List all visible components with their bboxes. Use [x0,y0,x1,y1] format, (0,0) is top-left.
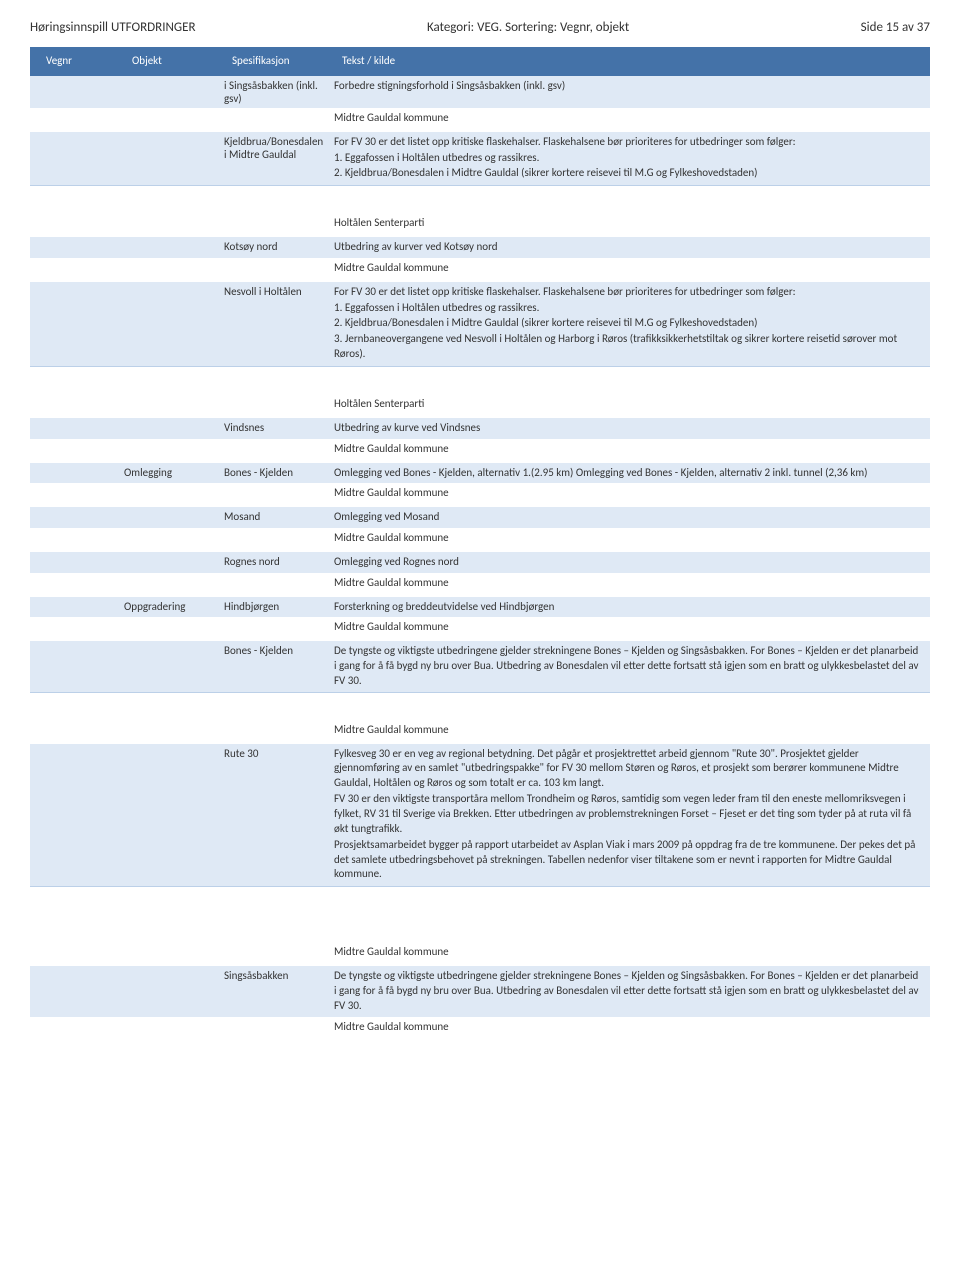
page-header: Høringsinnspill UTFORDRINGER Kategori: V… [30,20,930,35]
spacer [30,914,930,942]
source-row: Midtre Gauldal kommune [30,573,930,597]
spacer [30,366,930,394]
source-cell: Midtre Gauldal kommune [330,528,930,552]
table-row: Vindsnes Utbedring av kurve ved Vindsnes [30,418,930,439]
source-cell: Midtre Gauldal kommune [330,108,930,132]
source-cell: Midtre Gauldal kommune [330,483,930,507]
spec-cell: Rognes nord [220,552,330,573]
source-row: Holtålen Senterparti [30,213,930,237]
header-left: Høringsinnspill UTFORDRINGER [30,20,196,35]
text-cell: Forsterkning og breddeutvidelse ved Hind… [330,597,930,618]
header-right: Side 15 av 37 [861,20,930,35]
document-page: Høringsinnspill UTFORDRINGER Kategori: V… [0,0,960,1060]
text-cell: Utbedring av kurver ved Kotsøy nord [330,237,930,258]
table-row: Kotsøy nord Utbedring av kurver ved Kots… [30,237,930,258]
table-row: Omlegging Bones - Kjelden Omlegging ved … [30,463,930,484]
text-cell: Omlegging ved Mosand [330,507,930,528]
source-row: Midtre Gauldal kommune [30,108,930,132]
text-cell: De tyngste og viktigste utbedringene gje… [330,966,930,1017]
table-row: Bones - Kjelden De tyngste og viktigste … [30,641,930,692]
spacer [30,886,930,914]
table-row: Mosand Omlegging ved Mosand [30,507,930,528]
header-mid: Kategori: VEG. Sortering: Vegnr, objekt [427,20,629,35]
table-row: Oppgradering Hindbjørgen Forsterkning og… [30,597,930,618]
spec-cell: Nesvoll i Holtålen [220,282,330,366]
source-row: Midtre Gauldal kommune [30,483,930,507]
source-cell: Midtre Gauldal kommune [330,439,930,463]
source-cell: Midtre Gauldal kommune [330,942,930,966]
source-cell: Midtre Gauldal kommune [330,258,930,282]
table-row: Singsåsbakken De tyngste og viktigste ut… [30,966,930,1017]
spec-cell: Bones - Kjelden [220,463,330,484]
spec-cell: Mosand [220,507,330,528]
text-cell: For FV 30 er det listet opp kritiske fla… [330,132,930,186]
spec-cell: Rute 30 [220,744,330,887]
source-row: Midtre Gauldal kommune [30,258,930,282]
table-row: Rognes nord Omlegging ved Rognes nord [30,552,930,573]
source-row: Midtre Gauldal kommune [30,942,930,966]
spec-cell: Kjeldbrua/Bonesdalen i Midtre Gauldal [220,132,330,186]
source-cell: Midtre Gauldal kommune [330,617,930,641]
text-cell: Forbedre stigningsforhold i Singsåsbakke… [330,76,930,108]
col-spesifikasjon: Spesifikasjon [228,51,338,72]
text-cell: Omlegging ved Rognes nord [330,552,930,573]
spec-cell: Hindbjørgen [220,597,330,618]
table-row: Nesvoll i Holtålen For FV 30 er det list… [30,282,930,366]
text-cell: Omlegging ved Bones - Kjelden, alternati… [330,463,930,484]
source-row: Midtre Gauldal kommune [30,720,930,744]
spec-cell: Vindsnes [220,418,330,439]
source-cell: Midtre Gauldal kommune [330,573,930,597]
source-row: Midtre Gauldal kommune [30,439,930,463]
text-cell: For FV 30 er det listet opp kritiske fla… [330,282,930,366]
col-vegnr: Vegnr [38,51,128,72]
spec-cell: Kotsøy nord [220,237,330,258]
text-cell: Fylkesveg 30 er en veg av regional betyd… [330,744,930,887]
spacer [30,185,930,213]
spec-cell: i Singsåsbakken (inkl. gsv) [220,76,330,108]
source-row: Midtre Gauldal kommune [30,617,930,641]
table-row: Rute 30 Fylkesveg 30 er en veg av region… [30,744,930,887]
table-row: i Singsåsbakken (inkl. gsv) Forbedre sti… [30,76,930,108]
source-row: Holtålen Senterparti [30,394,930,418]
objekt-cell: Omlegging [120,463,220,484]
objekt-cell: Oppgradering [120,597,220,618]
spec-cell: Bones - Kjelden [220,641,330,692]
table-header: Vegnr Objekt Spesifikasjon Tekst / kilde [30,47,930,76]
table-row: Kjeldbrua/Bonesdalen i Midtre Gauldal Fo… [30,132,930,186]
source-cell: Midtre Gauldal kommune [330,1017,930,1041]
source-cell: Midtre Gauldal kommune [330,720,930,744]
col-objekt: Objekt [128,51,228,72]
source-cell: Holtålen Senterparti [330,394,930,418]
col-tekst: Tekst / kilde [338,51,922,72]
source-row: Midtre Gauldal kommune [30,1017,930,1041]
source-row: Midtre Gauldal kommune [30,528,930,552]
source-cell: Holtålen Senterparti [330,213,930,237]
spec-cell: Singsåsbakken [220,966,330,1017]
text-cell: De tyngste og viktigste utbedringene gje… [330,641,930,692]
text-cell: Utbedring av kurve ved Vindsnes [330,418,930,439]
spacer [30,692,930,720]
